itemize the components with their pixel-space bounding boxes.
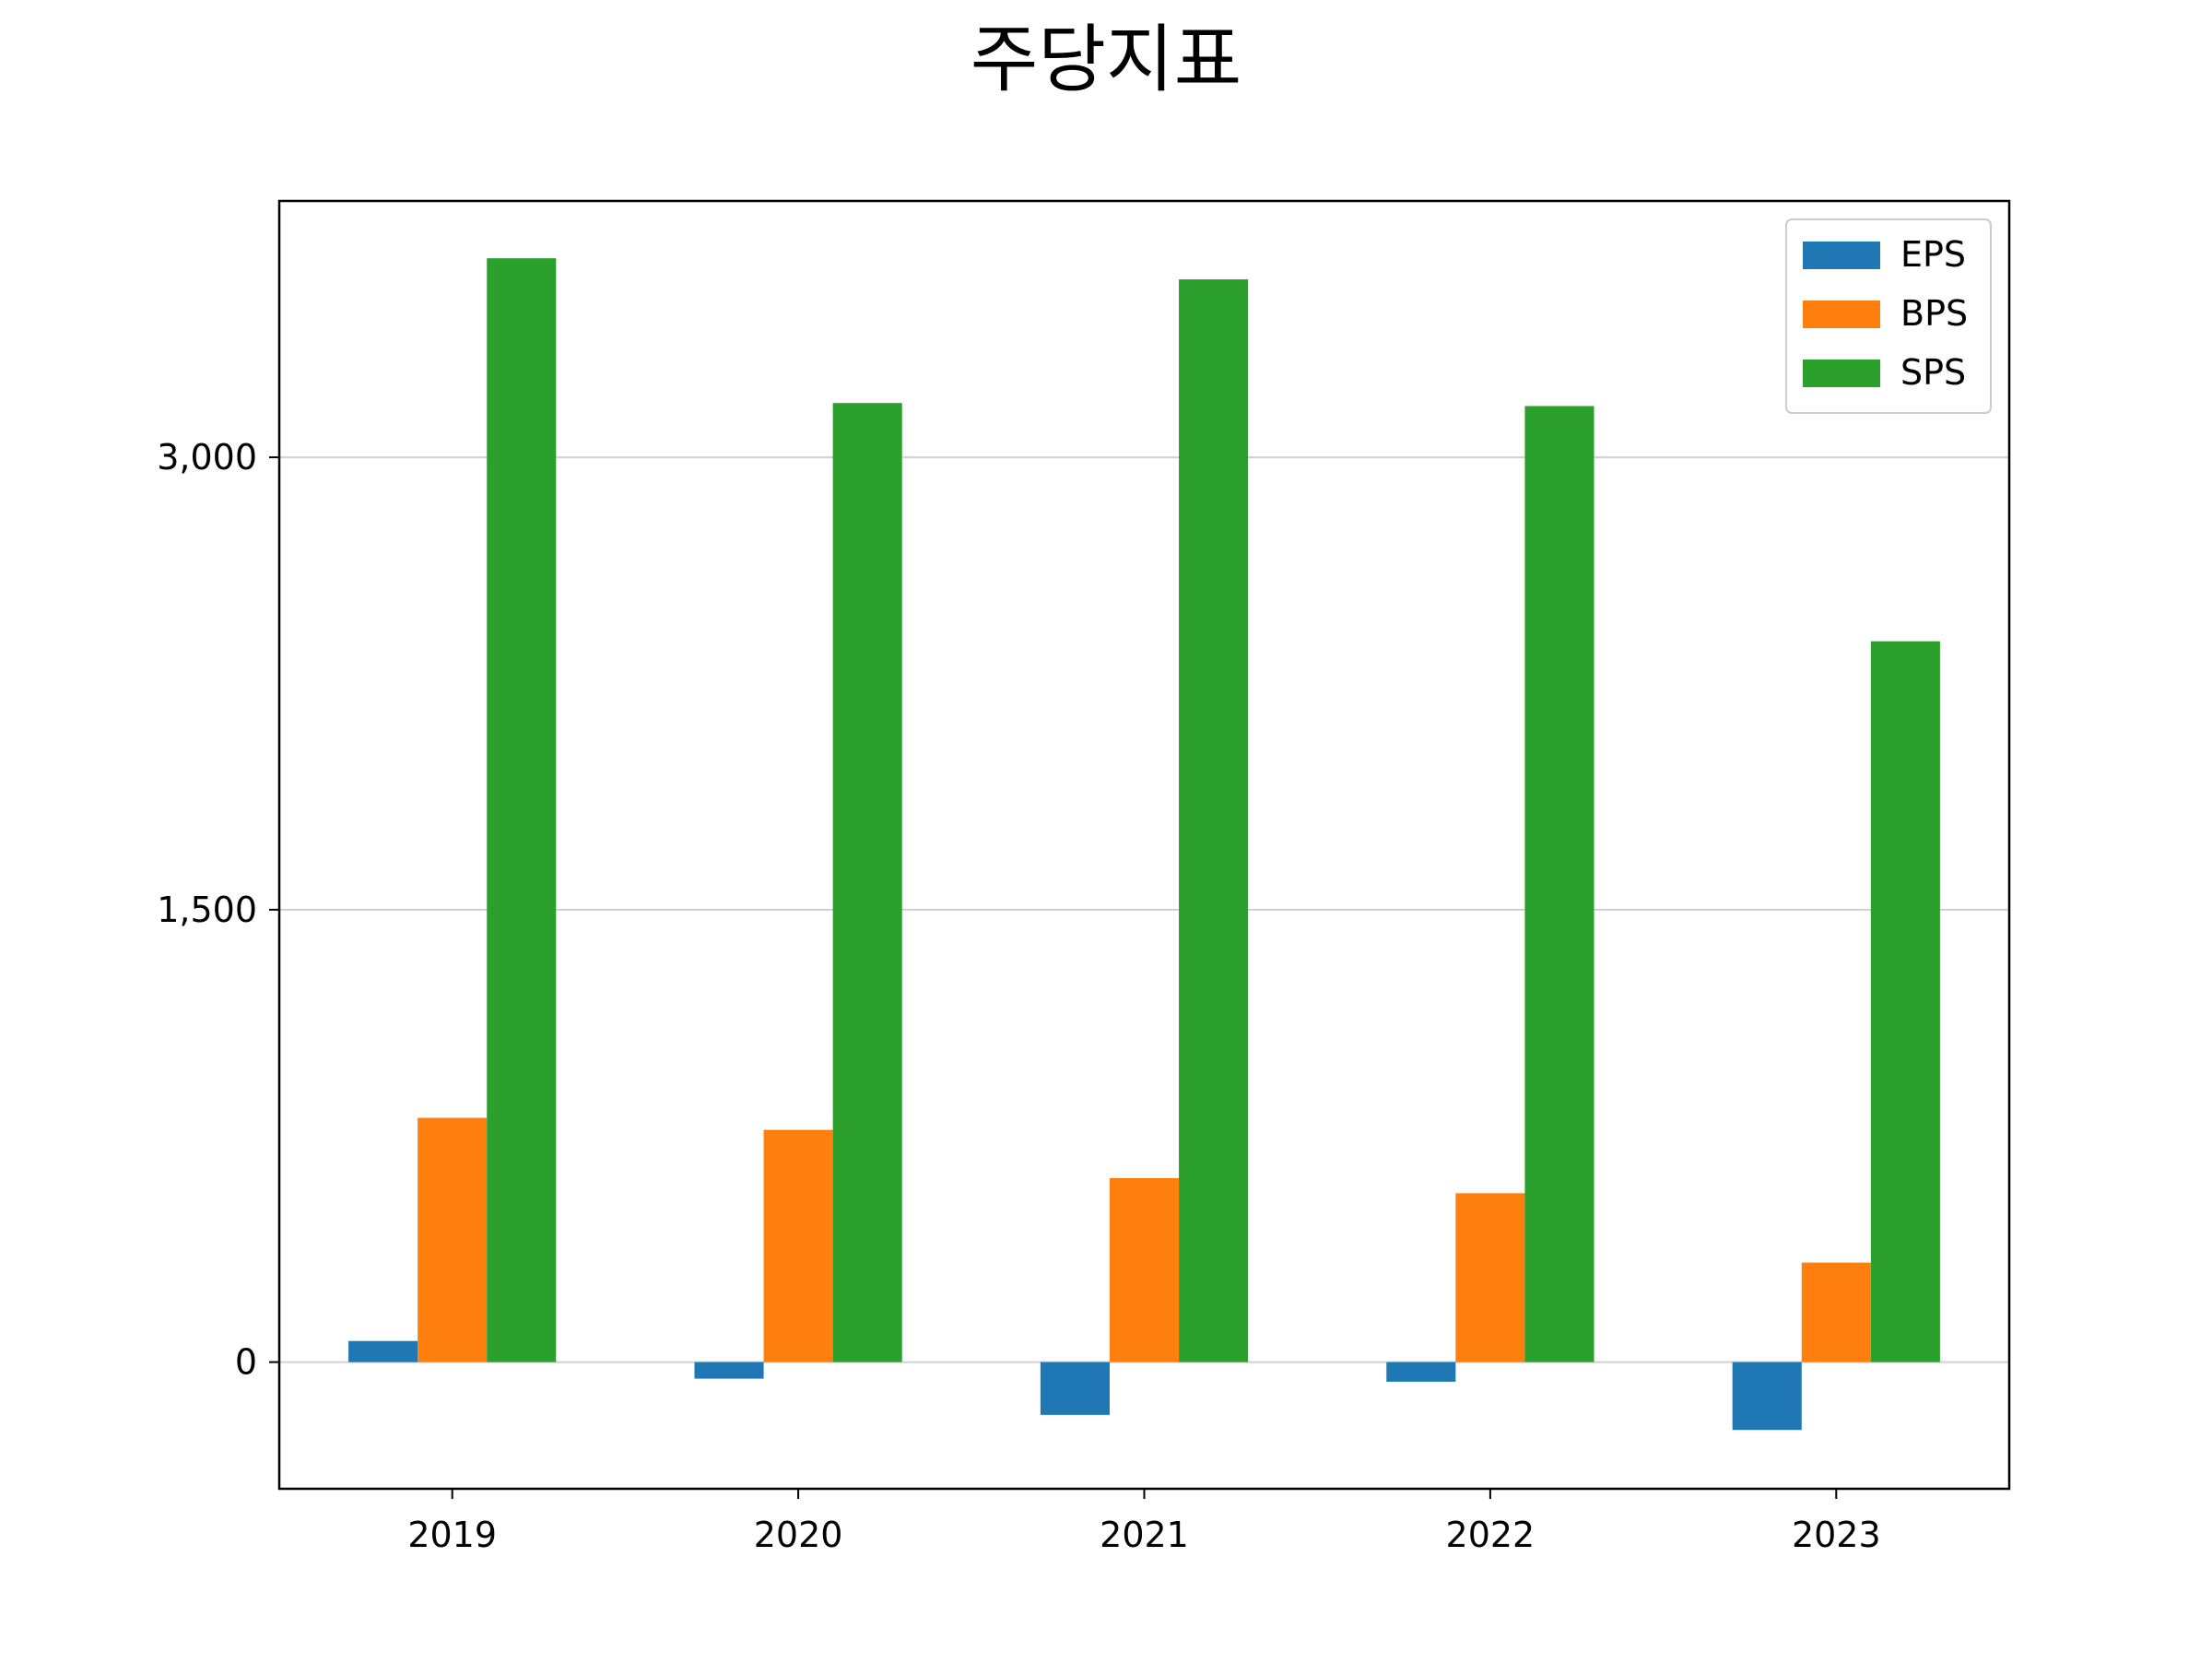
y-tick-label: 3,000 [157, 437, 257, 478]
x-tick-label: 2022 [1446, 1515, 1535, 1555]
legend: EPS BPS SPS [1785, 218, 1992, 414]
legend-label-bps: BPS [1900, 293, 1968, 334]
legend-swatch-sps [1803, 360, 1880, 387]
y-tick-label: 1,500 [157, 890, 257, 930]
x-tick-label: 2020 [754, 1515, 843, 1555]
bar-sps-2021 [1179, 279, 1249, 1362]
bar-bps-2019 [418, 1117, 488, 1362]
bar-sps-2019 [487, 258, 557, 1362]
bar-sps-2020 [832, 403, 902, 1362]
legend-swatch-eps [1803, 242, 1880, 269]
legend-label-sps: SPS [1900, 352, 1966, 393]
bar-eps-2020 [694, 1362, 764, 1379]
bar-bps-2021 [1109, 1178, 1180, 1362]
bar-sps-2022 [1524, 406, 1594, 1362]
legend-swatch-bps [1803, 301, 1880, 328]
bar-eps-2021 [1040, 1362, 1110, 1415]
bar-bps-2020 [763, 1129, 833, 1362]
bar-sps-2023 [1870, 641, 1940, 1362]
x-tick-label: 2019 [407, 1515, 497, 1555]
chart-title: 주당지표 [971, 17, 1241, 102]
x-tick-label: 2021 [1100, 1515, 1189, 1555]
legend-label-eps: EPS [1900, 234, 1966, 275]
x-tick-label: 2023 [1792, 1515, 1881, 1555]
bar-bps-2022 [1455, 1193, 1525, 1362]
bars [348, 258, 1940, 1431]
gridlines [279, 456, 2009, 1363]
y-tick-label: 0 [235, 1342, 257, 1383]
bar-eps-2023 [1732, 1362, 1802, 1431]
axes: 0 1,500 3,000 2019 2020 2021 2022 2023 [157, 199, 2011, 1555]
bar-eps-2022 [1386, 1362, 1456, 1382]
bar-eps-2019 [348, 1340, 418, 1362]
bar-bps-2023 [1801, 1262, 1871, 1362]
